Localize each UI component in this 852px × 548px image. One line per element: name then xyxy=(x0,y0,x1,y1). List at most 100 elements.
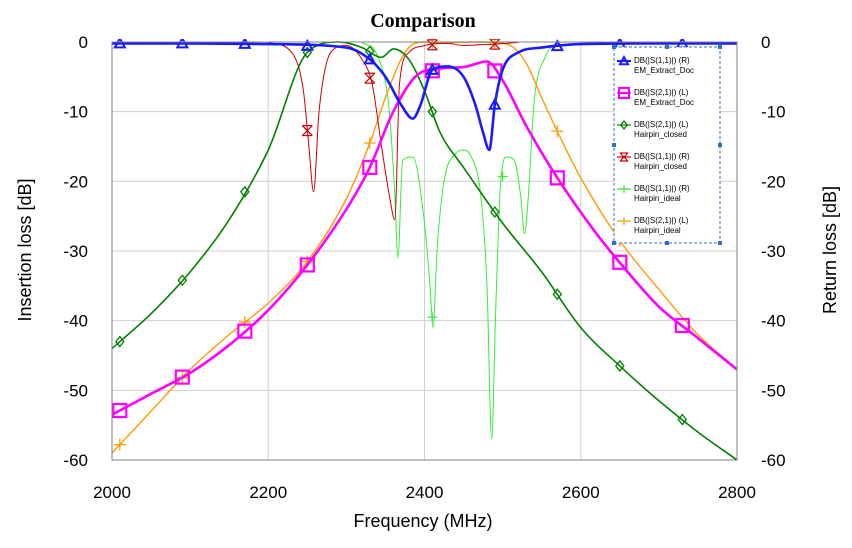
axis-layer: 2000 2200 2400 2600 2800 0 -10 -20 -30 -40 -50 -60 0… xyxy=(63,33,785,502)
data-point-marker xyxy=(427,105,438,118)
x-axis-label: Frequency (MHz) xyxy=(353,511,492,531)
legend-label: DB(|S(2,1)|) (L) xyxy=(634,216,689,225)
data-point-marker xyxy=(427,312,438,323)
legend-swatch-marker xyxy=(618,54,630,66)
data-point-marker xyxy=(238,316,251,329)
x-tick-label: 2600 xyxy=(562,483,600,502)
x-tick-label: 2200 xyxy=(249,483,287,502)
series-line-s11_hc xyxy=(268,41,519,221)
data-point-marker xyxy=(426,39,438,51)
data-point-marker xyxy=(299,257,315,273)
legend-sublabel: EM_Extract_Doc xyxy=(634,98,694,107)
y-left-tick-label: -50 xyxy=(63,381,88,400)
data-point-marker xyxy=(552,288,563,301)
legend-resize-handle[interactable] xyxy=(612,45,616,49)
y-right-tick-label: -60 xyxy=(761,451,786,470)
data-point-marker xyxy=(300,39,315,51)
y-axis-right-label: Return loss [dB] xyxy=(820,186,840,314)
y-right-tick-label: -20 xyxy=(761,172,786,191)
legend-box[interactable] xyxy=(613,46,721,244)
data-point-marker xyxy=(238,39,252,49)
data-point-marker xyxy=(174,369,190,385)
legend-item-s11_em: DB(|S(1,1)|) (R)EM_Extract_Doc xyxy=(617,54,694,75)
y-right-tick-label: -30 xyxy=(761,242,786,261)
y-right-tick-label: -50 xyxy=(761,381,786,400)
series-line-s21_hc xyxy=(112,41,737,461)
y-left-tick-label: 0 xyxy=(79,33,88,52)
data-point-marker xyxy=(239,185,250,198)
y-left-tick-label: -60 xyxy=(63,451,88,470)
data-point-marker xyxy=(551,125,564,138)
series-line-s11_em xyxy=(112,42,737,152)
legend-sublabel: Hairpin_closed xyxy=(634,130,687,139)
data-point-marker xyxy=(489,205,500,219)
legend-resize-handle[interactable] xyxy=(718,143,722,147)
legend-swatch-marker xyxy=(619,119,629,131)
legend-resize-handle[interactable] xyxy=(665,241,669,245)
legend-sublabel: Hairpin_ideal xyxy=(634,194,681,203)
legend-resize-handle[interactable] xyxy=(612,143,616,147)
y-left-tick-label: -30 xyxy=(63,242,88,261)
data-point-marker xyxy=(113,39,127,49)
legend-item-s21_hi: DB(|S(2,1)|) (L)Hairpin_ideal xyxy=(617,216,689,235)
data-point-marker xyxy=(113,438,126,451)
data-point-marker xyxy=(489,39,501,50)
data-point-marker xyxy=(177,274,188,287)
data-point-marker xyxy=(363,52,377,65)
y-axis-left-label: Insertion loss [dB] xyxy=(15,178,35,321)
data-point-marker xyxy=(497,171,508,182)
series-s11_hi xyxy=(361,41,558,440)
data-point-marker xyxy=(614,359,625,372)
legend-sublabel: Hairpin_ideal xyxy=(634,226,681,235)
legend-label: DB(|S(2,1)|) (L) xyxy=(634,120,689,129)
data-point-marker xyxy=(488,39,501,49)
series-s11_hc xyxy=(268,39,519,221)
data-point-marker xyxy=(488,97,502,110)
data-point-marker xyxy=(237,323,253,339)
data-point-marker xyxy=(677,413,688,426)
data-point-marker xyxy=(612,254,628,270)
y-right-tick-label: -10 xyxy=(761,103,786,122)
legend-swatch-marker xyxy=(620,185,628,193)
plot-frame xyxy=(111,41,738,461)
data-point-marker xyxy=(301,124,313,137)
data-point-marker xyxy=(425,62,440,75)
data-point-marker xyxy=(550,39,565,52)
legend-item-s21_em: DB(|S(2,1)|) (L)EM_Extract_Doc xyxy=(617,86,694,107)
legend-item-s11_hc: DB(|S(1,1)|) (R)Hairpin_closed xyxy=(617,152,690,171)
legend-label: DB(|S(1,1)|) (R) xyxy=(634,152,690,161)
data-point-marker xyxy=(112,402,128,419)
data-point-marker xyxy=(363,137,376,150)
series-s21_hc xyxy=(112,41,737,461)
legend-swatch-marker xyxy=(617,86,631,100)
legend-swatch-marker xyxy=(620,217,628,225)
legend-swatch-marker xyxy=(619,152,629,162)
series-line-s21_em xyxy=(112,60,737,416)
legend[interactable]: DB(|S(1,1)|) (R)EM_Extract_DocDB(|S(2,1)… xyxy=(612,45,722,245)
legend-sublabel: EM_Extract_Doc xyxy=(634,66,694,75)
legend-item-s21_hc: DB(|S(2,1)|) (L)Hairpin_closed xyxy=(617,119,689,139)
y-left-tick-label: -20 xyxy=(63,172,88,191)
data-point-marker xyxy=(549,170,565,186)
legend-sublabel: Hairpin_closed xyxy=(634,162,687,171)
x-tick-label: 2000 xyxy=(93,483,131,502)
x-tick-label: 2400 xyxy=(406,483,444,502)
data-point-marker xyxy=(674,317,690,334)
legend-resize-handle[interactable] xyxy=(718,45,722,49)
legend-label: DB(|S(2,1)|) (L) xyxy=(634,88,689,97)
series-line-s11_hi xyxy=(361,41,558,440)
chart-title: Comparison xyxy=(370,10,476,32)
legend-resize-handle[interactable] xyxy=(612,241,616,245)
y-right-tick-label: 0 xyxy=(761,33,770,52)
y-right-tick-label: -40 xyxy=(761,312,786,331)
y-left-tick-label: -40 xyxy=(63,312,88,331)
legend-resize-handle[interactable] xyxy=(665,45,669,49)
legend-item-s11_hi: DB(|S(1,1)|) (R)Hairpin_ideal xyxy=(617,184,690,203)
series-s21_em xyxy=(112,60,737,419)
legend-label: DB(|S(1,1)|) (R) xyxy=(634,184,690,193)
data-point-marker xyxy=(175,39,190,49)
data-point-marker xyxy=(364,72,376,84)
legend-resize-handle[interactable] xyxy=(718,241,722,245)
